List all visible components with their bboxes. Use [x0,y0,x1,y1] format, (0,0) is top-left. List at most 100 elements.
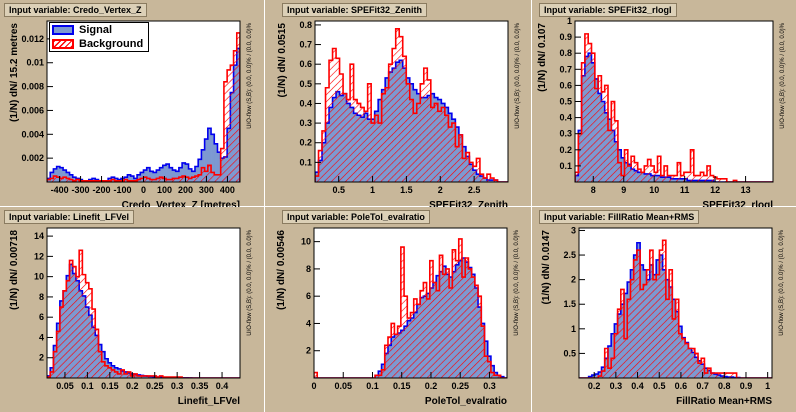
background-bin [617,162,622,182]
background-bin [227,69,231,182]
background-bin [630,279,634,378]
signal-bin [146,167,151,182]
overflow-annotation: U/O-flow (S,B): (0.0, 0.0)% / (0.0, 0.0)… [780,22,786,128]
y-tick-label: 8 [39,292,44,302]
background-bin [413,298,418,378]
background-bin [146,375,151,378]
signal-bin [178,167,183,182]
x-tick-label: -400 [51,185,69,195]
background-bin [497,375,501,378]
background-bin [670,175,675,182]
background-bin [598,75,602,182]
background-bin [420,290,424,378]
signal-swatch [52,25,74,35]
x-axis-label: SPEFit32_Zenith [429,200,508,211]
background-bin [423,68,428,182]
background-bin [465,258,469,378]
y-tick-label: 0.6 [559,80,572,90]
background-bin [483,178,488,182]
background-bin [124,179,128,182]
background-bin [133,373,138,378]
y-tick-label: 0.5 [559,97,572,107]
signal-histogram-outline [47,47,240,182]
y-tick-label: 0.1 [559,161,572,171]
background-bin [652,279,657,378]
panel-title: Input variable: SPEFit32_Zenith [282,3,428,17]
background-bin [360,107,365,182]
background-bin [66,178,70,182]
background-bin [63,177,67,182]
background-bin [172,178,176,182]
background-bin [694,353,699,378]
y-tick-label: 0.8 [299,20,312,30]
background-bin [716,178,721,182]
background-bin [441,107,446,182]
background-histogram-outline [575,33,773,182]
background-bin [614,333,618,378]
background-bin [667,175,671,182]
background-bin [675,299,680,378]
background-bin [584,33,589,182]
background-bin [578,133,582,182]
signal-bin [59,167,64,182]
background-bin [53,176,57,182]
background-bin [452,249,456,378]
background-bin [423,282,427,378]
background-histogram-outline [47,32,240,182]
background-bin [374,115,379,182]
background-bin [175,178,180,182]
background-bin [201,167,205,182]
y-tick-label: 0.2 [299,138,312,148]
background-bin [490,372,495,378]
background-bin [627,165,632,182]
background-bin [647,159,652,182]
x-tick-label: 0.5 [653,381,666,391]
signal-bin [185,164,189,182]
background-bin [140,178,144,182]
y-tick-label: 0.5 [563,348,576,358]
background-bin [624,338,628,378]
x-tick-label: 11 [680,185,690,195]
background-bin [620,289,625,378]
background-bin [156,178,160,182]
background-bin [465,152,470,182]
background-bin [688,348,692,378]
y-tick-label: 0.3 [299,118,312,128]
background-bin [346,99,351,182]
background-bin [339,74,344,182]
background-bin [614,120,619,182]
background-bin [633,259,638,378]
background-bin [223,81,228,182]
background-bin [79,250,83,378]
background-bin [66,280,70,378]
signal-bin [50,172,54,182]
background-bin [111,179,115,182]
background-bin [350,64,354,182]
y-tick-label: 10 [34,272,44,282]
background-bin [701,358,705,378]
signal-bin [130,176,135,182]
background-bin [114,371,119,378]
background-bin [436,290,440,378]
background-bin [685,343,689,378]
y-tick-label: 0.1 [299,157,312,167]
background-bin [720,373,725,378]
background-bin [410,312,415,378]
background-bin [392,48,397,182]
panel-title: Input variable: Linefit_LFVel [4,210,135,224]
background-bin [59,178,64,182]
background-bin [75,276,80,378]
background-bin [381,93,386,182]
background-bin [493,180,498,182]
y-tick-label: 3 [571,225,576,235]
y-tick-label: 6 [306,291,311,301]
background-bin [378,375,382,378]
background-bin [591,53,596,182]
background-bin [426,298,431,378]
background-bin [683,172,688,182]
x-tick-label: 0.4 [216,381,229,391]
background-bin [371,123,375,182]
background-bin [575,172,579,182]
background-bin [677,162,681,182]
